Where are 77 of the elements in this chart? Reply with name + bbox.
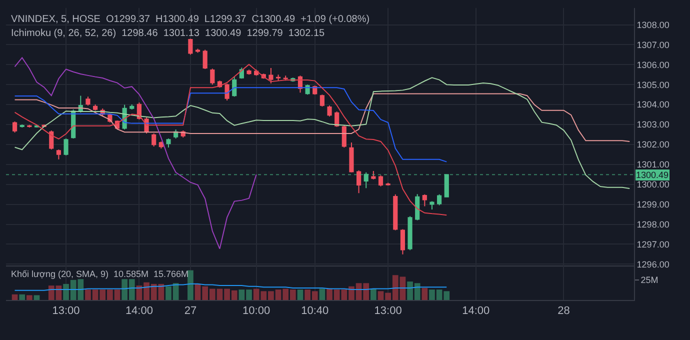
y-tick-label: 1301.00 xyxy=(636,160,670,170)
y-tick-label: 1303.00 xyxy=(636,120,670,130)
y-tick-label: 1302.00 xyxy=(636,140,670,150)
candlestick xyxy=(364,172,368,189)
candlestick xyxy=(93,104,98,112)
candlestick xyxy=(371,170,376,180)
candlestick xyxy=(283,75,288,82)
y-tick-label: 1299.00 xyxy=(636,199,670,210)
x-tick-label: 10:40 xyxy=(301,305,329,318)
y-tick-label: 1307.00 xyxy=(636,40,670,50)
candlestick xyxy=(408,216,412,251)
line-series xyxy=(14,57,257,250)
candlestick xyxy=(166,138,171,148)
line-series xyxy=(14,64,448,216)
y-tick-label: 1300.00 xyxy=(636,180,670,190)
candlestick xyxy=(320,94,324,108)
y-tick-label: 1298.00 xyxy=(636,219,670,230)
y-tick-label: 1305.00 xyxy=(636,80,670,90)
candlestick xyxy=(246,69,252,76)
x-tick-label: 14:00 xyxy=(462,305,490,318)
y-tick-label: 1297.00 xyxy=(636,239,670,250)
candlestick xyxy=(444,174,449,198)
candlestick xyxy=(378,174,384,187)
x-tick-label: 27 xyxy=(184,305,197,318)
bar xyxy=(26,295,32,300)
annotation: Khối lượng (20, SMA, 9) 10.585M 15.766M xyxy=(11,269,189,279)
candlestick xyxy=(437,194,442,206)
candlestick xyxy=(202,49,208,70)
candlestick xyxy=(195,48,200,54)
bar xyxy=(19,294,26,300)
x-tick-label: 13:00 xyxy=(374,305,402,318)
candlestick xyxy=(393,194,398,231)
candlestick xyxy=(64,138,68,156)
candlestick xyxy=(342,125,346,148)
candlestick xyxy=(86,96,90,106)
bar xyxy=(422,288,428,300)
x-tick-label: 14:00 xyxy=(125,305,153,318)
candlestick xyxy=(349,142,354,173)
bar xyxy=(297,290,304,300)
candlestick xyxy=(276,74,281,82)
line-series xyxy=(14,77,630,190)
candlestick xyxy=(210,68,215,86)
ref-line-label: 1300.49 xyxy=(636,170,669,180)
candlestick xyxy=(422,194,427,207)
y-tick-label: 1296.00 xyxy=(636,259,670,270)
candlestick xyxy=(130,104,134,110)
candlestick xyxy=(232,76,237,98)
candlestick xyxy=(327,105,332,118)
bar xyxy=(370,288,376,300)
candlestick xyxy=(188,38,193,56)
candlestick xyxy=(20,124,24,128)
bar xyxy=(34,295,40,300)
candlestick xyxy=(356,170,362,194)
line-series xyxy=(14,93,630,142)
candlestick xyxy=(400,228,405,255)
candlestick xyxy=(386,182,390,186)
x-tick-label: 28 xyxy=(558,305,570,318)
candlestick xyxy=(334,111,340,128)
y-tick-label: 1306.00 xyxy=(636,60,670,70)
candlestick xyxy=(152,132,156,147)
candlestick xyxy=(430,200,434,210)
x-tick-label: 13:00 xyxy=(52,305,80,318)
candlestick xyxy=(268,68,274,84)
candlestick xyxy=(224,83,230,102)
bar xyxy=(188,270,194,300)
text: Ichimoku (9, 26, 52, 26) 1298.46 1301.13 1300.49 1299.79 1302.15 xyxy=(11,28,326,39)
y-tick-label: 1308.00 xyxy=(636,20,670,30)
candlestick xyxy=(415,194,420,221)
bar xyxy=(12,294,18,300)
candlestick xyxy=(12,121,18,133)
y-tick-label: 1304.00 xyxy=(636,100,670,110)
text: VNINDEX, 5, HOSE O1299.37 H1300.49 L1299.37 C1300.49 +1.09 (+0.08%) xyxy=(11,14,370,25)
x-tick-label: 10:00 xyxy=(242,305,270,318)
y-tick-label: 25M xyxy=(640,275,658,286)
bar xyxy=(319,288,326,300)
candlestick xyxy=(56,148,61,160)
line-series xyxy=(14,87,448,162)
